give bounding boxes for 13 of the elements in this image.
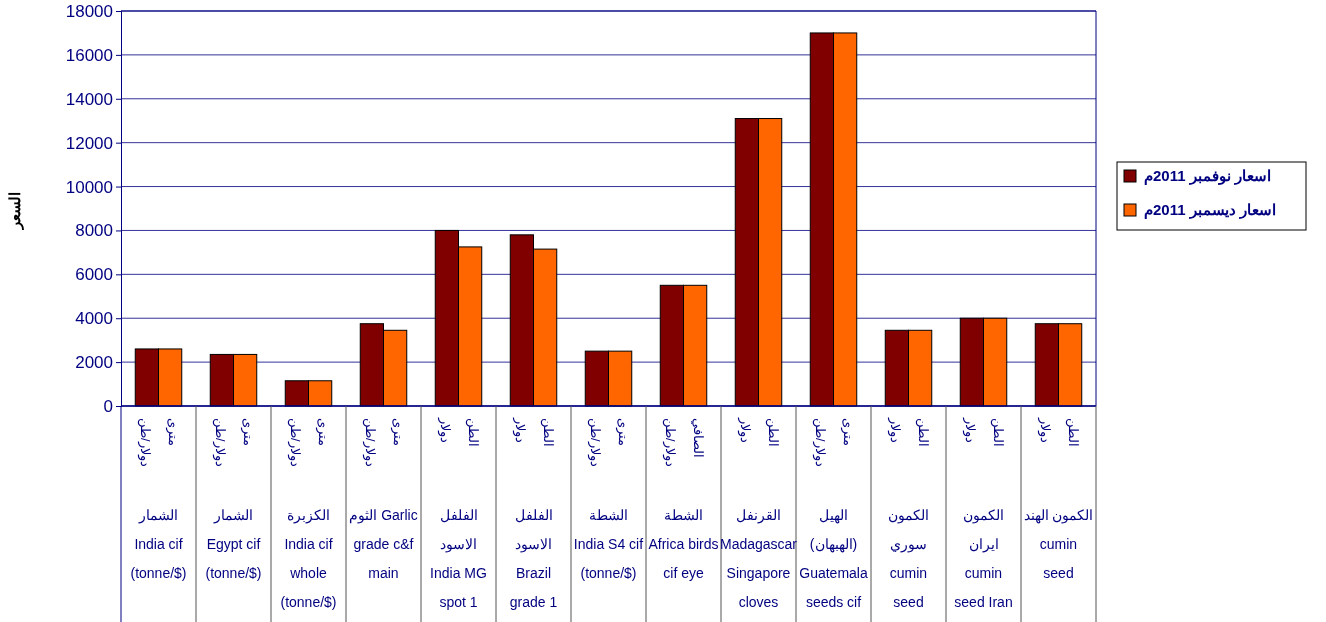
y-tick-label: 2000 — [75, 353, 113, 373]
y-tick-label: 10000 — [65, 177, 113, 197]
y-tick-label: 12000 — [65, 133, 113, 153]
y-tick-label: 14000 — [65, 89, 113, 109]
y-axis-title: السعر — [6, 191, 24, 230]
y-tick-label: 4000 — [75, 309, 113, 329]
y-tick-label: 0 — [103, 396, 113, 416]
y-tick-label: 8000 — [75, 221, 113, 241]
legend-label: اسعار نوفمبر 2011م — [1144, 166, 1271, 185]
y-tick-label: 18000 — [65, 1, 113, 21]
legend-label: اسعار ديسمبر 2011م — [1144, 200, 1276, 219]
y-tick-label: 6000 — [75, 265, 113, 285]
y-tick-label: 16000 — [65, 45, 113, 65]
